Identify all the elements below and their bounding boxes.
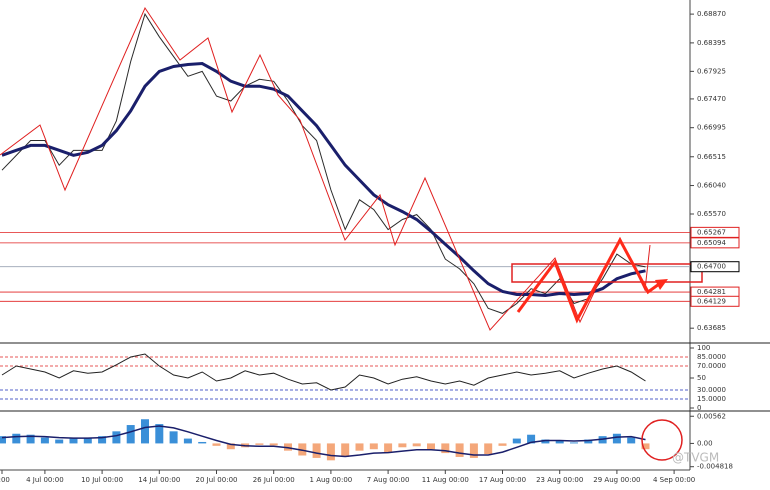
x-tick-label: 4 Sep 00:00 [653,476,695,484]
level-label: 0.64281 [697,288,726,296]
highlight-circle [641,419,683,461]
x-tick-label: 29 Aug 00:00 [593,476,640,484]
histogram-bar [570,442,578,444]
level-label: 0.65094 [697,239,726,247]
level-label: 0.65267 [697,228,726,236]
histogram-bar [326,443,335,461]
level-label-box [690,261,740,273]
histogram-bar [555,441,564,444]
histogram-bar [627,437,636,444]
histogram-bar [527,434,536,444]
histogram-bar [484,443,493,455]
histogram-bar [412,443,421,447]
y-tick-label: 0.68395 [697,39,726,47]
x-tick-label: 11 Aug 00:00 [422,476,469,484]
level-label: 30.0000 [697,386,726,394]
histogram-bar [312,443,321,458]
y-tick-label: 0.66995 [697,124,726,132]
x-tick-label: 14 Jul 00:00 [138,476,180,484]
arrow-path [516,236,663,324]
x-tick-label: 26 Jul 00:00 [253,476,295,484]
histogram-bar [355,443,364,451]
level-label: 70.0000 [697,362,726,370]
histogram-bar [369,443,378,450]
histogram-bar [398,443,407,448]
y-tick-label: 100 [697,344,710,352]
histogram-bar [469,443,478,458]
level-label: 15.0000 [697,395,726,403]
x-tick-label: 1 Aug 00:00 [310,476,353,484]
histogram-bar [126,425,135,444]
histogram-bar [112,431,121,444]
histogram-bar [269,443,278,446]
histogram-bar [341,443,350,457]
histogram-bar [541,439,550,444]
level-label: 0.64129 [697,297,726,305]
price-line [1,353,646,391]
annotations [0,6,703,461]
histogram-bar [40,437,49,444]
watermark: @TVGM [672,451,719,465]
arrow-head [655,279,668,290]
histogram-bar [584,439,593,444]
histogram-bar [0,436,6,444]
histogram-bar [284,443,292,451]
histogram-bar [612,433,621,444]
x-tick-label: 20 Jul 00:00 [196,476,238,484]
histogram-bar [641,443,650,450]
y-tick-label: 0.63685 [697,324,726,332]
histogram-bar [427,443,435,450]
price-line [1,12,646,314]
y-tick-label: 0.68870 [697,10,726,18]
y-tick-label: 0.00 [697,439,713,447]
level-label: 0.64700 [697,263,726,271]
y-tick-label: 0 [697,404,701,412]
x-tick-label: 2:00 [0,476,10,484]
histogram-bar [69,438,78,444]
histogram-bar [198,441,207,444]
histogram-bar [98,436,107,444]
x-tick-label: 10 Jul 00:00 [81,476,123,484]
histogram-bar [12,433,21,444]
histogram-bar [255,443,264,445]
histogram-bar [141,419,149,444]
histogram-bar [83,437,92,444]
histogram-bar [212,443,221,446]
histogram-bar [384,443,393,453]
histogram-bar [455,443,464,457]
price-line [1,61,646,298]
x-tick-label: 17 Aug 00:00 [479,476,526,484]
y-tick-label: 0.67925 [697,67,726,75]
y-tick-label: 0.67470 [697,95,726,103]
histogram-bar [155,424,164,444]
histogram-bar [441,443,450,454]
y-tick-label: 0.66515 [697,153,726,161]
histogram-bar [26,434,35,444]
x-tick-label: 4 Jul 00:00 [26,476,64,484]
level-label-box [690,295,740,307]
x-tick-label: 7 Aug 00:00 [367,476,410,484]
y-tick-label: 50 [697,374,706,382]
histogram-bar [498,443,507,446]
level-label-box [690,237,740,249]
histogram-bar [512,438,521,444]
y-tick-label: -0.004818 [697,463,733,471]
level-label: 85.0000 [697,353,726,361]
y-tick-label: 0.00562 [697,412,726,420]
y-tick-label: 0.65570 [697,210,726,218]
y-tick-label: 0.66040 [697,182,726,190]
histogram-bar [183,438,192,444]
signal-line [1,425,646,458]
histogram-bar [55,439,64,444]
histogram-bar [226,443,235,450]
x-tick-label: 23 Aug 00:00 [536,476,583,484]
histogram-bar [169,431,178,444]
zigzag [0,6,651,331]
